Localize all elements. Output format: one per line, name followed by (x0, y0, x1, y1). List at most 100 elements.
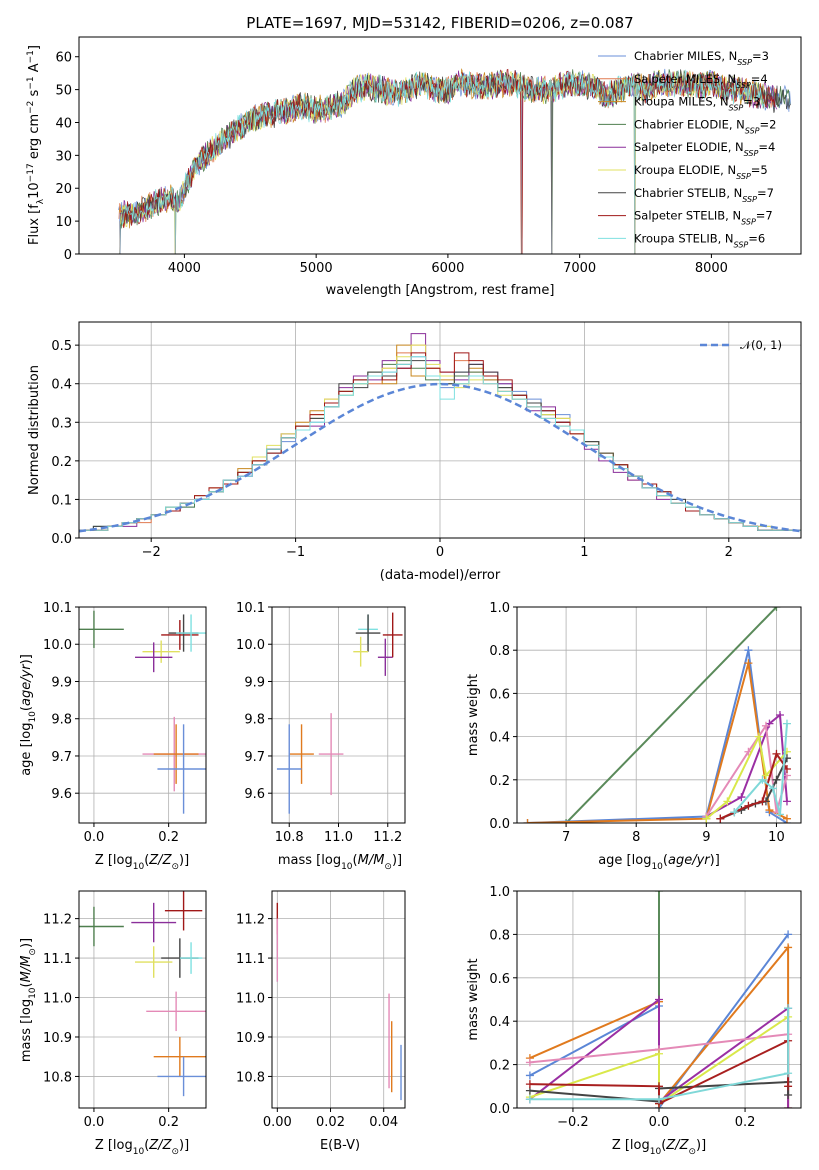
weight-marker (782, 797, 791, 806)
axes-frame (271, 606, 406, 824)
legend-text: Chabrier MILES, N (634, 49, 737, 63)
weight-marker (655, 1082, 663, 1091)
label-part: M/M (19, 956, 34, 983)
y-tick-label: 1.0 (489, 885, 510, 900)
axes-frame (78, 36, 802, 255)
legend-subscript: SSP (734, 240, 749, 249)
y-tick-label: 0.2 (489, 1059, 510, 1074)
x-tick-label: 0.04 (369, 1115, 398, 1130)
label-part: M/M (358, 853, 385, 868)
y-tick-label: 11.2 (236, 913, 265, 928)
legend-text: =7 (757, 186, 774, 200)
legend-label: Salpeter STELIB, NSSP=7 (634, 209, 773, 227)
label-part: ( (661, 1138, 666, 1153)
label-part: age [log (598, 853, 651, 868)
label-part: −2 (26, 101, 36, 114)
x-tick-label: 0.02 (316, 1115, 345, 1130)
weight-marker (772, 749, 781, 758)
y-tick-label: 10.8 (43, 1070, 72, 1085)
legend-label: Salpeter ELODIE, NSSP=4 (634, 140, 775, 158)
y-axis-label: age [log10(age/yr)] (19, 654, 38, 776)
label-part: )] (19, 938, 34, 948)
weight-marker (744, 659, 753, 668)
legend-text: Salpeter MILES, N (634, 72, 736, 86)
y-tick-label: 0 (64, 248, 72, 263)
legend-text: Salpeter ELODIE, N (634, 140, 744, 154)
weight-marker (758, 775, 767, 784)
weight-marker (768, 784, 777, 793)
weight-marker (758, 797, 767, 806)
x-tick-label: 4000 (168, 261, 201, 276)
y-tick-label: 0.2 (51, 455, 72, 470)
y-tick-label: 40 (55, 116, 72, 131)
weight-marker (723, 797, 732, 806)
weight-marker (655, 995, 663, 1004)
x-tick-label: 5000 (300, 261, 333, 276)
legend-text: =4 (758, 140, 775, 154)
y-tick-label: 10.1 (236, 601, 265, 616)
weight-marker (784, 1004, 793, 1013)
legend-text: =7 (756, 209, 773, 223)
weight-marker (744, 646, 753, 655)
weight-marker (784, 1090, 793, 1099)
legend-subscript: SSP (742, 194, 757, 203)
label-part: Z/Z (665, 1138, 689, 1153)
mass-vs-metallicity-panel: 0.0 0.210.810.911.011.111.2Z [log10(Z/Z⊙)… (19, 890, 207, 1157)
y-tick-label: 0.6 (489, 687, 510, 702)
weight-marker (772, 607, 781, 611)
legend-text: Kroupa ELODIE, N (634, 163, 736, 177)
legend-text: =2 (760, 117, 777, 131)
legend-text: =3 (743, 95, 760, 109)
y-tick-label: 10 (55, 215, 72, 230)
weight-marker (562, 819, 571, 823)
x-tick-label: 10.8 (275, 830, 304, 845)
spectrum-line (120, 68, 777, 254)
label-part: 10 (133, 862, 145, 872)
label-part: 10 (651, 862, 663, 872)
weight-marker (784, 1104, 793, 1108)
x-tick-label: 10 (768, 830, 785, 845)
weight-marker (737, 793, 746, 802)
y-tick-label: 0.0 (51, 532, 72, 547)
y-tick-label: 11.2 (43, 913, 72, 928)
y-tick-label: 9.9 (51, 675, 72, 690)
weight-marker (784, 1082, 793, 1091)
label-part: s (27, 89, 42, 100)
x-tick-label: 0.0 (84, 830, 105, 845)
x-tick-label: 11.2 (373, 830, 402, 845)
label-part: −17 (26, 163, 36, 182)
weight-marker (775, 810, 784, 819)
y-tick-label: 60 (55, 51, 72, 66)
label-part: 10 (28, 987, 38, 999)
weight-marker (782, 814, 791, 823)
y-tick-label: 10.9 (236, 1031, 265, 1046)
weight-marker (525, 1080, 534, 1089)
x-tick-label: 2 (725, 545, 733, 560)
x-axis-label: E(B-V) (320, 1138, 360, 1153)
label-part: Z [log (612, 1138, 650, 1153)
label-part: ⊙ (28, 948, 38, 956)
y-tick-label: 9.6 (244, 787, 265, 802)
label-part: )] (179, 1138, 189, 1153)
y-tick-label: 0.8 (489, 644, 510, 659)
legend-text: Kroupa STELIB, N (634, 231, 734, 245)
weight-marker (784, 930, 793, 939)
weight-marker (744, 801, 753, 810)
spectrum-panel: 4000 5000 6000 7000 8000 0 10 20 30 40 50 60 wavelen… (26, 36, 802, 298)
y-tick-label: 0.8 (489, 928, 510, 943)
label-part: Z [log (95, 1138, 133, 1153)
weight-marker (523, 819, 532, 823)
label-part: Z/Z (148, 853, 172, 868)
label-part: ] (27, 45, 42, 50)
x-axis-label: Z [log10(Z/Z⊙)] (95, 1138, 189, 1157)
y-tick-label: 11.0 (43, 992, 72, 1007)
label-part: −1 (26, 50, 36, 63)
axes-frame (78, 321, 802, 539)
mass-weight-vs-age-panel: 7 8 9 10 0.0 0.2 0.4 0.6 0.8 1.0 mass weight age [l… (466, 601, 802, 872)
weight-marker (761, 771, 770, 780)
spectrum-line (121, 69, 764, 254)
y-tick-label: 10.9 (43, 1031, 72, 1046)
label-part: mass [log (19, 999, 34, 1062)
label-part: ( (144, 853, 149, 868)
label-part: ( (144, 1138, 149, 1153)
